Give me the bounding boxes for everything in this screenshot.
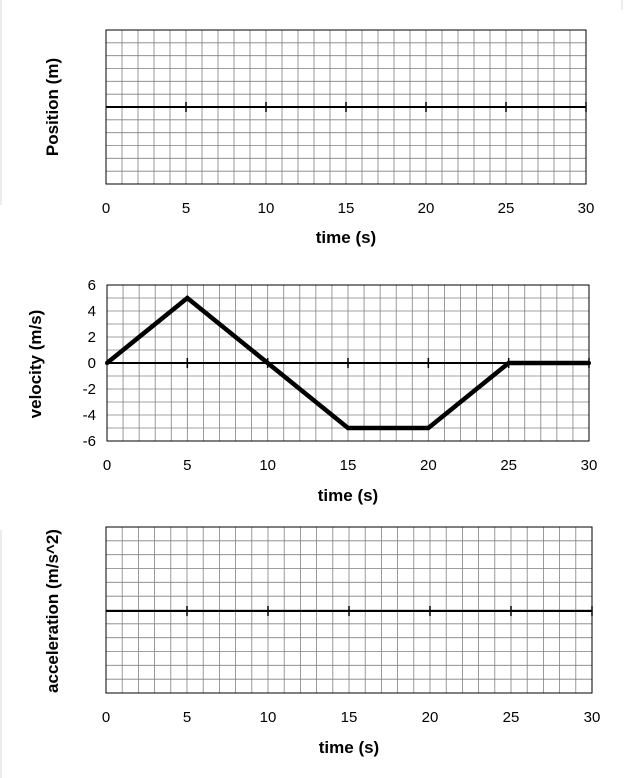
- acceleration-x-tick-label: 25: [503, 709, 520, 726]
- acceleration-x-tick-label: 20: [422, 709, 439, 726]
- velocity-x-tick-label: 25: [500, 457, 517, 474]
- position-x-tick-label: 20: [418, 200, 435, 217]
- acceleration-x-axis-label: time (s): [319, 738, 379, 757]
- velocity-y-ticks: 6 4 2 0 -2 -4 -6: [83, 277, 96, 450]
- velocity-data-point: [346, 426, 350, 430]
- position-x-tick-label: 15: [338, 200, 355, 217]
- velocity-x-tick-label: 5: [183, 457, 191, 474]
- acceleration-y-axis-label: acceleration (m/s^2): [43, 529, 62, 693]
- acceleration-x-tick-label: 15: [341, 709, 358, 726]
- position-series: [106, 102, 587, 112]
- velocity-data-point: [506, 361, 511, 365]
- velocity-y-tick-label: 0: [88, 355, 96, 372]
- velocity-x-axis-label: time (s): [318, 486, 378, 505]
- position-x-axis-label: time (s): [316, 228, 376, 247]
- velocity-y-tick-label: -4: [83, 407, 96, 424]
- velocity-x-tick-label: 15: [340, 457, 357, 474]
- position-x-tick-label: 30: [578, 200, 595, 217]
- acceleration-x-tick-label: 10: [260, 709, 277, 726]
- velocity-x-tick-label: 0: [103, 457, 111, 474]
- velocity-y-tick-label: -6: [83, 433, 96, 450]
- velocity-y-tick-label: -2: [83, 381, 96, 398]
- velocity-data-point: [587, 361, 591, 365]
- velocity-series: [105, 295, 591, 431]
- velocity-y-tick-label: 2: [88, 329, 96, 346]
- velocity-data-point: [185, 296, 190, 300]
- acceleration-x-tick-label: 0: [102, 709, 110, 726]
- velocity-x-ticks: 0 5 10 15 20 25 30: [103, 457, 598, 474]
- velocity-y-tick-label: 4: [88, 303, 96, 320]
- position-x-ticks: 0 5 10 15 20 25 30: [102, 200, 595, 217]
- velocity-x-tick-label: 20: [420, 457, 437, 474]
- position-x-tick-label: 25: [498, 200, 515, 217]
- acceleration-chart: 0 5 10 15 20 25 30 time (s) acceleration (m/s^…: [43, 526, 601, 757]
- velocity-x-tick-label: 10: [259, 457, 276, 474]
- velocity-data-point: [265, 361, 270, 365]
- position-chart: 0 5 10 15 20 25 30 time (s) Position (m): [43, 29, 595, 247]
- acceleration-x-tick-label: 30: [584, 709, 601, 726]
- acceleration-series: [106, 606, 593, 616]
- velocity-y-tick-label: 6: [88, 277, 96, 294]
- velocity-y-axis-label: velocity (m/s): [26, 310, 45, 419]
- acceleration-x-ticks: 0 5 10 15 20 25 30: [102, 709, 601, 726]
- position-y-axis-label: Position (m): [43, 58, 62, 156]
- position-x-tick-label: 0: [102, 200, 110, 217]
- velocity-data-point: [105, 361, 109, 365]
- position-x-tick-label: 5: [182, 200, 190, 217]
- acceleration-x-tick-label: 5: [183, 709, 191, 726]
- position-x-tick-label: 10: [258, 200, 275, 217]
- velocity-x-tick-label: 30: [581, 457, 598, 474]
- velocity-data-point: [426, 426, 431, 430]
